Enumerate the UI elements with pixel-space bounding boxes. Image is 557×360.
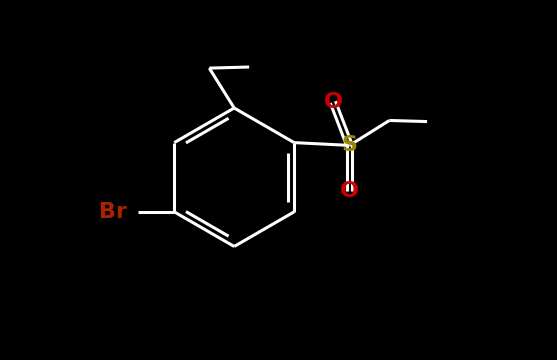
- Text: O: O: [324, 92, 343, 112]
- Text: O: O: [340, 181, 359, 201]
- Text: S: S: [341, 135, 358, 156]
- Text: Br: Br: [99, 202, 128, 222]
